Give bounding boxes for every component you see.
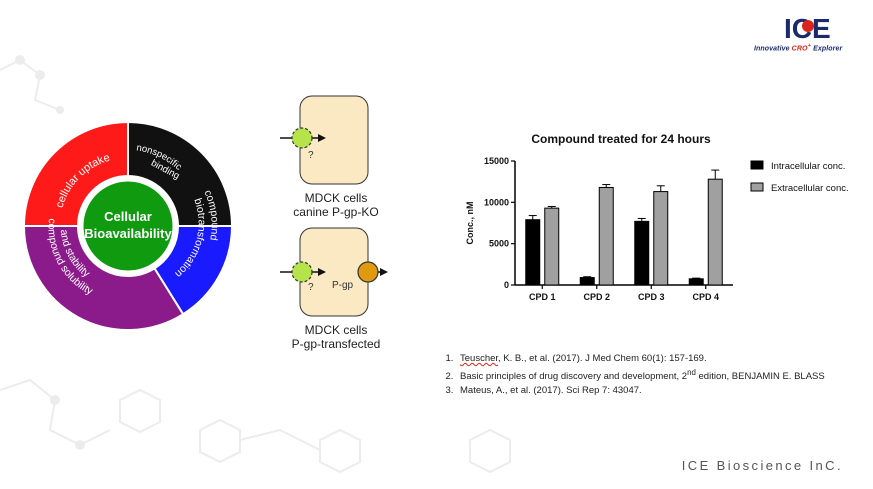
chart-title: Compound treated for 24 hours xyxy=(531,132,711,146)
x-tick-label: CPD 4 xyxy=(692,292,719,302)
bar xyxy=(598,186,614,286)
reference-2: Basic principles of drug discovery and d… xyxy=(456,366,866,384)
x-tick-label: CPD 3 xyxy=(638,292,665,302)
y-tick-label: 0 xyxy=(504,280,509,290)
x-tick-label: CPD 2 xyxy=(583,292,610,302)
bar xyxy=(688,278,704,286)
cell2-caption-line2: P-gp-transfected xyxy=(292,337,381,351)
y-tick-label: 15000 xyxy=(484,156,509,166)
donut-segment-solubility-stability xyxy=(22,120,129,227)
bar xyxy=(525,219,541,286)
legend-swatch xyxy=(750,182,764,192)
donut-center-line2: Bioavailability xyxy=(84,226,172,241)
compound-icon xyxy=(291,127,313,149)
company-logo: ICE xyxy=(784,13,831,44)
footer-company-name: ICE Bioscience InC. xyxy=(681,458,843,473)
compound-icon xyxy=(291,261,313,283)
y-tick-label: 5000 xyxy=(489,239,509,249)
arrow-icon xyxy=(318,268,326,276)
cell1-caption-line1: MDCK cells xyxy=(305,191,368,205)
bar xyxy=(653,191,669,286)
bar xyxy=(634,220,650,286)
cell1-caption-line2: canine P-gp-KO xyxy=(293,205,378,219)
donut-center xyxy=(80,178,176,274)
legend-label: Extracellular conc. xyxy=(771,183,849,194)
reference-3: Mateus, A., et al. (2017). Sci Rep 7: 43… xyxy=(456,384,866,398)
question-mark-1: ? xyxy=(308,150,314,161)
cellular-bioavailability-donut: Cellular Bioavailability cellular uptake… xyxy=(22,120,234,331)
donut-center-line1: Cellular xyxy=(104,209,152,224)
reference-1: Teuscher, K. B., et al. (2017). J Med Ch… xyxy=(456,352,866,366)
pgp-transporter-icon xyxy=(357,261,379,283)
legend-swatch xyxy=(750,160,764,170)
efflux-arrow-icon xyxy=(380,268,388,276)
bar xyxy=(544,207,560,286)
references-list: Teuscher, K. B., et al. (2017). J Med Ch… xyxy=(436,352,866,398)
bar xyxy=(707,178,723,286)
y-tick-label: 10000 xyxy=(484,197,509,207)
pgp-label: P-gp xyxy=(332,280,354,291)
bar xyxy=(579,277,595,286)
arrow-icon xyxy=(318,134,326,142)
mdck-cell-schematic: ? MDCK cells canine P-gp-KO ? P-gp MDCK … xyxy=(280,95,388,351)
question-mark-2: ? xyxy=(308,282,314,293)
legend-label: Intracellular conc. xyxy=(771,161,845,172)
x-tick-label: CPD 1 xyxy=(529,292,556,302)
donut-segment-biotransformation xyxy=(22,225,185,331)
cell2-caption-line1: MDCK cells xyxy=(305,323,368,337)
logo-tagline: Innovative CRO+ Explorer xyxy=(754,43,843,53)
donut-segment-cellular-uptake xyxy=(127,120,234,227)
concentration-bar-chart: Compound treated for 24 hours Conc., nM … xyxy=(465,132,849,302)
chart-ylabel: Conc., nM xyxy=(465,202,475,245)
